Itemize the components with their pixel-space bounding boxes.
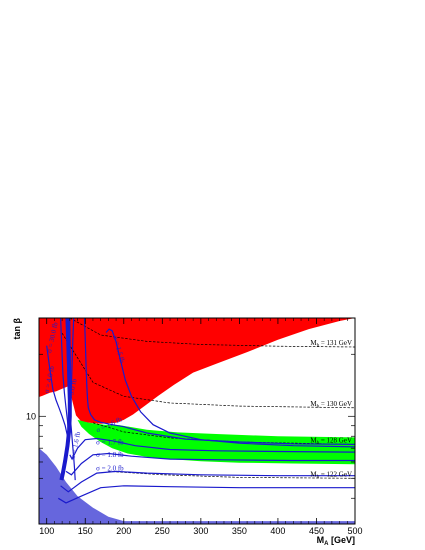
sigma-label: σ = 1.8 fb	[96, 451, 124, 459]
x-tick-label: 500	[347, 526, 362, 536]
sigma-contour-7	[65, 452, 355, 476]
x-tick-label: 400	[270, 526, 285, 536]
excluded-region-red	[39, 318, 355, 424]
sigma-contour-thick	[59, 318, 72, 481]
axes: 100 150 200 250 300 350 400 450 500 10 MA [GeV] tan…	[12, 317, 363, 547]
x-tick-label: 250	[155, 526, 170, 536]
plot-area	[39, 318, 355, 524]
x-tick-label: 150	[78, 526, 93, 536]
sigma-contour-3	[46, 345, 69, 437]
x-axis-title: MA [GeV]	[317, 535, 355, 547]
mh-contour-2	[92, 422, 355, 445]
sigma-contour-8	[60, 470, 355, 493]
sigma-contour-2	[60, 318, 69, 434]
x-tick-label: 200	[116, 526, 131, 536]
sigma-contour-9	[57, 485, 355, 504]
mh-contour-0	[69, 318, 355, 348]
mh-contour-1	[61, 333, 355, 409]
mh-contour-label: Mh = 128 GeV	[310, 436, 352, 446]
allowed-band-green	[77, 419, 355, 465]
y-tick-label: 10	[26, 411, 36, 421]
sigma-contour-5	[105, 328, 355, 448]
x-tick-label: 100	[39, 526, 54, 536]
mh-contour-label: Mh = 131 GeV	[310, 339, 352, 349]
plot-frame	[38, 317, 356, 525]
sigma-label: σ = 1.7 fb	[96, 438, 124, 446]
x-tick-label: 300	[193, 526, 208, 536]
x-tick-label: 450	[309, 526, 324, 536]
y-axis-title: tan β	[12, 317, 22, 339]
x-tick-label: 350	[232, 526, 247, 536]
sigma-contour-6	[69, 437, 355, 461]
sigma-label: σ = 2.0 fb	[96, 465, 124, 473]
excluded-region-blue	[39, 448, 355, 524]
mh-contour-3	[108, 471, 355, 479]
mh-contour-label: Mh = 122 GeV	[310, 470, 352, 480]
mh-contour-label: Mh = 130 GeV	[310, 400, 352, 410]
